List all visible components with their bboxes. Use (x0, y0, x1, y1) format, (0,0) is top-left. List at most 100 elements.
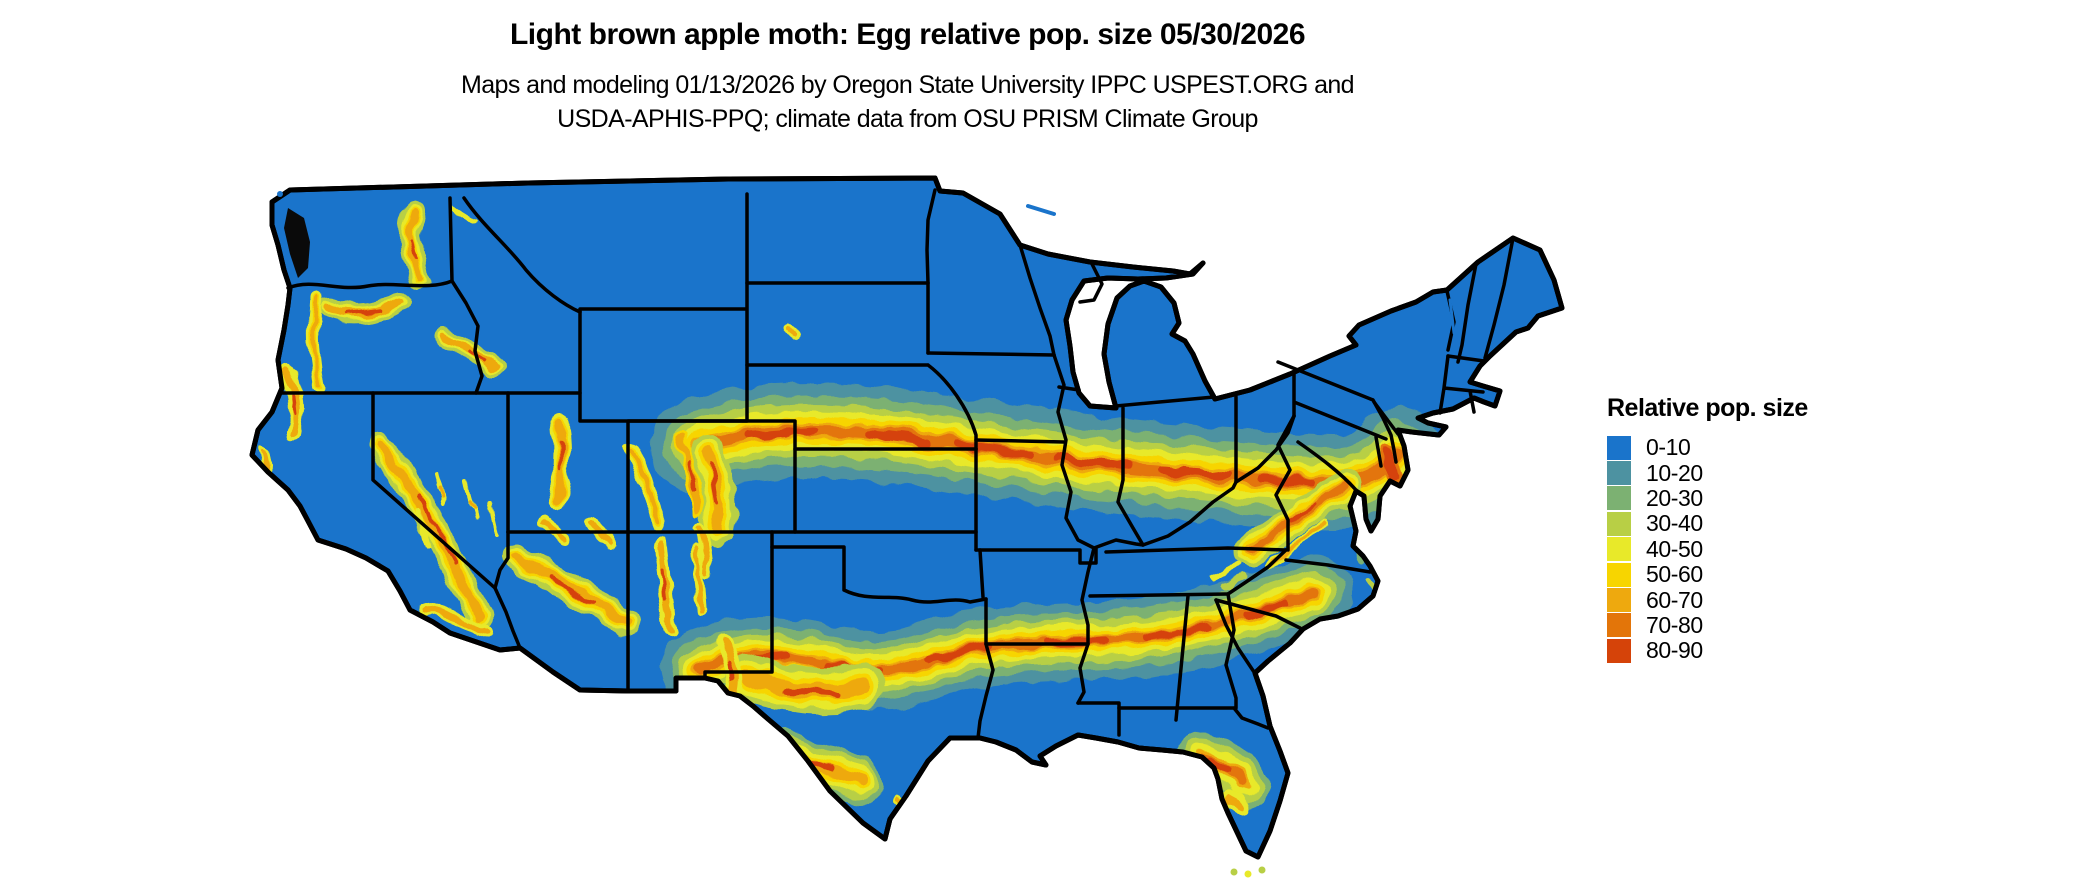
legend-swatch (1607, 486, 1631, 511)
border-tn-nc (1226, 548, 1288, 596)
legend-item: 80-90 (1607, 637, 1808, 664)
us-population-map (228, 150, 1580, 888)
subtitle-line-2: USDA-APHIS-PPQ; climate data from OSU PR… (557, 105, 1258, 133)
smokies-yellow (1210, 561, 1241, 581)
lake-champlain (1448, 298, 1456, 335)
or-cascades-orange (311, 296, 321, 388)
border-wi-mi (1078, 262, 1104, 304)
map-legend: Relative pop. size 0-10 10-20 20-30 30-40 40… (1607, 394, 1808, 664)
klamath-red (292, 394, 298, 415)
border-ohio-river (1092, 414, 1296, 550)
border-ia-mo (974, 438, 1066, 444)
border-ca-nv (371, 391, 497, 590)
border-nc-sc (1214, 598, 1302, 630)
sacramento-mtns-orange (694, 546, 703, 611)
legend-item: 30-40 (1607, 510, 1808, 536)
border-id-mt (462, 196, 582, 314)
border-nh-me (1483, 236, 1515, 360)
border-mo-ar (974, 546, 1098, 565)
legend-label: 0-10 (1646, 434, 1691, 461)
legend-swatch (1607, 638, 1631, 663)
legend-swatch (1607, 562, 1631, 587)
us-map-svg (228, 150, 1580, 878)
border-southern-new-england (1438, 354, 1485, 415)
mogollon-red (548, 577, 592, 604)
nm-range-red (660, 570, 667, 599)
legend-item: 60-70 (1607, 587, 1808, 613)
border-wv-va (1274, 414, 1296, 552)
border-pennsylvania (1276, 360, 1398, 464)
florida-keys-dot (1244, 870, 1252, 878)
border-ma-north (1446, 354, 1486, 363)
border-wa-or (286, 279, 454, 290)
legend-item: 0-10 (1607, 434, 1808, 461)
border-potomac (1296, 440, 1358, 492)
border-delaware (1374, 435, 1383, 468)
border-fl-north (1117, 706, 1270, 730)
central-band-red (744, 427, 1314, 486)
legend-label: 50-60 (1646, 561, 1703, 588)
legend-item: 10-20 (1607, 459, 1808, 486)
border-la-ms (1076, 701, 1121, 737)
smokies-yellowgreen (1220, 574, 1248, 592)
border-ok-tx (770, 545, 988, 604)
puget-sound (284, 208, 310, 278)
legend-swatch (1607, 537, 1631, 562)
legend-item: 70-80 (1607, 611, 1808, 638)
legend-item: 40-50 (1607, 535, 1808, 562)
legend-label: 80-90 (1646, 637, 1703, 664)
page-title: Light brown apple moth: Egg relative pop… (509, 18, 1306, 51)
legend-label: 10-20 (1646, 459, 1703, 486)
legend-title: Relative pop. size (1607, 394, 1808, 422)
border-va-nc (1284, 558, 1372, 574)
okanogan-yellow (450, 207, 477, 226)
border-colorado (626, 419, 797, 534)
florida-keys-dot (1258, 866, 1266, 874)
sierra-red (418, 496, 456, 564)
isle-royale (1026, 204, 1056, 216)
figure-header: Light brown apple moth: Egg relative pop… (0, 18, 1815, 136)
border-mn-west (925, 188, 937, 355)
border-ms-al (1174, 594, 1190, 722)
figure-subtitle: Maps and modeling 01/13/2026 by Oregon S… (0, 68, 1815, 136)
legend-label: 40-50 (1646, 535, 1703, 562)
appalachian-red (1286, 502, 1316, 524)
border-mn-wi (1018, 243, 1056, 357)
texas-band-red (785, 687, 841, 696)
florida-red (1204, 756, 1232, 772)
mogollon-orange (511, 553, 631, 627)
nevada-ranges-orange (438, 486, 476, 512)
legend-item: 50-60 (1607, 561, 1808, 588)
klamath-orange (282, 365, 301, 437)
legend-swatch (1607, 588, 1631, 613)
border-ny-nj (1372, 400, 1400, 436)
border-mn-ia (926, 351, 1056, 357)
florida-south-orange (1223, 794, 1247, 812)
legend-label: 70-80 (1646, 611, 1703, 638)
san-juan-island (277, 191, 283, 197)
front-range-red (708, 462, 720, 505)
border-mississippi-river (1052, 353, 1096, 705)
border-sd-ne (745, 363, 978, 451)
border-mi-south (1114, 395, 1216, 408)
legend-swatch (1607, 613, 1631, 638)
blue-mtns-red (348, 308, 380, 316)
legend-swatch (1607, 511, 1631, 536)
black-hills-orange (786, 326, 799, 337)
legend-item: 20-30 (1607, 485, 1808, 511)
new-jersey-red (1381, 448, 1400, 478)
subtitle-line-1: Maps and modeling 01/13/2026 by Oregon S… (461, 71, 1355, 99)
border-il-in (1116, 406, 1145, 547)
border-ky-tn (1104, 546, 1288, 554)
west-co-orange (630, 447, 663, 526)
border-vt-nh (1456, 262, 1478, 364)
legend-items: 0-10 10-20 20-30 30-40 40-50 50-60 60-70 70-80 8… (1607, 434, 1808, 664)
border-ga-sc (1214, 598, 1256, 674)
co-rockies-red (687, 460, 696, 489)
legend-swatch (1607, 461, 1631, 486)
wa-cascades-red (410, 238, 418, 262)
border-id-west (448, 196, 484, 395)
florida-keys-dot (1230, 868, 1238, 876)
border-al-ga (1224, 592, 1238, 710)
